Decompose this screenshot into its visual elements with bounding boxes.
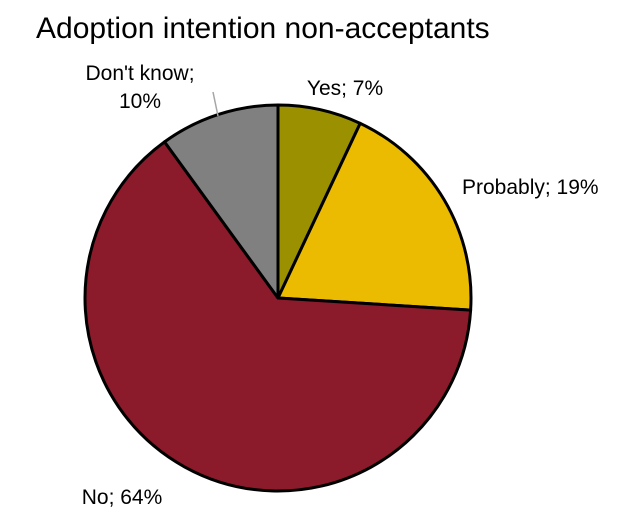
slice-label-no: No; 64% [82,486,163,509]
leader-line [212,91,219,117]
slice-labels: Yes; 7% Probably; 19% No; 64% Don't know; 10… [82,62,599,509]
slice-label-yes: Yes; 7% [307,77,383,100]
slice-label-probably: Probably; 19% [462,176,599,199]
leader-lines [212,91,219,117]
slice-label-don-t-know: Don't know; 10% [85,62,194,113]
pie-slices [83,103,473,493]
pie-slice-no [83,140,473,493]
pie-slice-probably [276,121,473,312]
chart-title: Adoption intention non-acceptants [36,12,490,45]
